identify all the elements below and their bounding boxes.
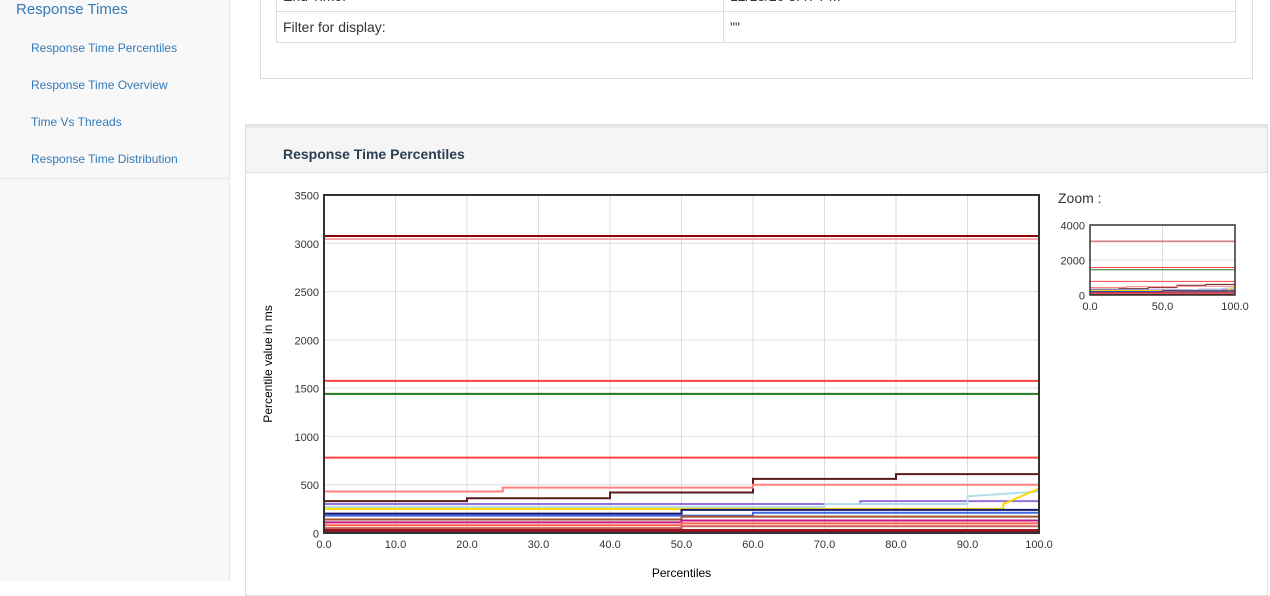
y-tick-label: 2500: [295, 287, 319, 299]
table-row: Filter for display: "": [277, 12, 1236, 43]
info-key-end-time: End Time:: [277, 0, 724, 12]
sidebar-item-response-time-distribution[interactable]: Response Time Distribution: [31, 152, 178, 166]
x-axis-label: Percentiles: [652, 566, 711, 580]
series-line-13: [324, 520, 1039, 522]
x-tick-label: 80.0: [885, 539, 906, 551]
y-tick-label: 4000: [1061, 221, 1085, 233]
y-tick-label: 0: [313, 529, 319, 541]
series-line-14: [324, 523, 1039, 525]
x-tick-label: 50.0: [671, 539, 692, 551]
y-tick-label: 3000: [295, 239, 319, 251]
sidebar-item-time-vs-threads[interactable]: Time Vs Threads: [31, 115, 122, 129]
x-tick-label: 40.0: [599, 539, 620, 551]
table-row: End Time: 12/18/20 3:47 PM: [277, 0, 1236, 12]
y-axis-label: Percentile value in ms: [261, 305, 275, 422]
x-tick-label: 60.0: [742, 539, 763, 551]
info-key-filter: Filter for display:: [277, 12, 724, 43]
info-table: End Time: 12/18/20 3:47 PM Filter for di…: [276, 0, 1236, 43]
x-tick-label: 100.0: [1025, 539, 1053, 551]
x-tick-label: 90.0: [957, 539, 978, 551]
x-tick-label: 70.0: [814, 539, 835, 551]
percentiles-chart[interactable]: 0.0 10.0 20.0 30.0 40.0 50.0 60.0 70.0 80.0 90.0 1…: [250, 180, 1060, 581]
panel-title: Response Time Percentiles: [283, 146, 465, 162]
sidebar: Response Times Response Time Percentiles…: [0, 0, 230, 581]
series-line-12: [324, 517, 1039, 520]
x-tick-label: 0.0: [316, 539, 331, 551]
y-tick-label: 2000: [295, 335, 319, 347]
x-tick-label: 30.0: [528, 539, 549, 551]
sidebar-item-response-time-percentiles[interactable]: Response Time Percentiles: [31, 41, 177, 55]
info-value-filter: "": [724, 12, 1236, 43]
y-tick-label: 500: [301, 480, 319, 492]
y-tick-label: 0: [1079, 291, 1085, 303]
y-tick-label: 1500: [295, 384, 319, 396]
y-tick-label: 3500: [295, 191, 319, 203]
zoom-label: Zoom :: [1058, 190, 1102, 206]
zoom-overview-chart[interactable]: Zoom : 0.0 50.0 100.0 0 2000 4000: [1050, 180, 1265, 330]
x-tick-label: 20.0: [456, 539, 477, 551]
y-tick-label: 2000: [1061, 256, 1085, 268]
panel-heading: Response Time Percentiles: [246, 125, 1267, 173]
x-tick-label: 50.0: [1152, 301, 1173, 313]
sidebar-section-response-times[interactable]: Response Times: [16, 1, 128, 18]
series-line-15: [324, 526, 1039, 528]
info-value-end-time: 12/18/20 3:47 PM: [724, 0, 1236, 12]
y-tick-label: 1000: [295, 432, 319, 444]
sidebar-item-response-time-overview[interactable]: Response Time Overview: [31, 78, 168, 92]
x-tick-label: 0.0: [1082, 301, 1097, 313]
sidebar-divider: [0, 178, 229, 179]
x-tick-label: 100.0: [1221, 301, 1249, 313]
x-tick-label: 10.0: [385, 539, 406, 551]
